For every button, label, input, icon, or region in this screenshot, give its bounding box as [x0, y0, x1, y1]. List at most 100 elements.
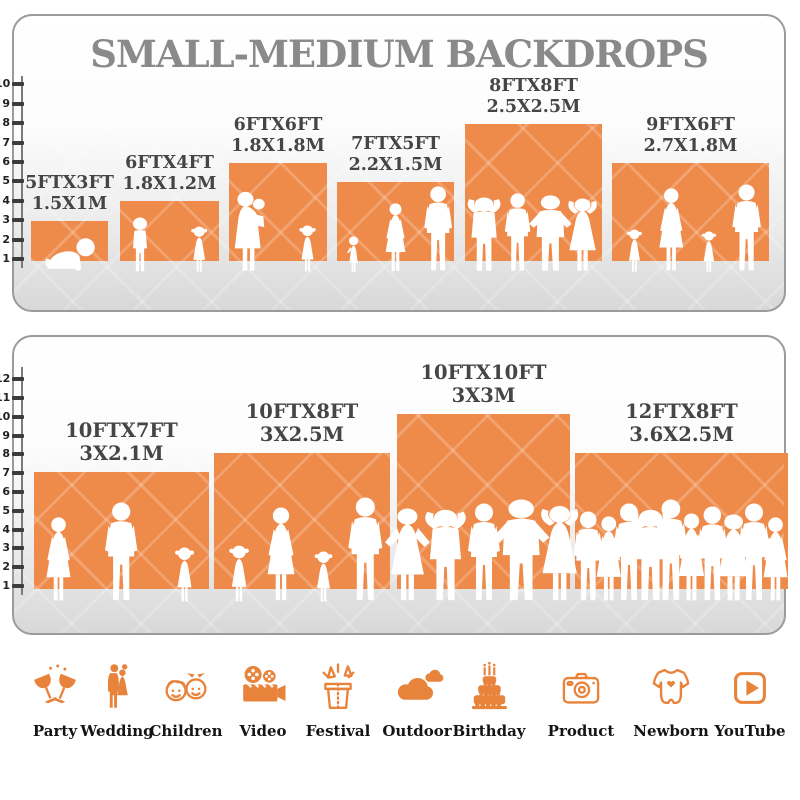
axis-tick-mark	[12, 527, 24, 532]
axis-tick-label: 1	[2, 579, 10, 592]
figure-silhouette-man	[419, 186, 457, 273]
size-feet-text: 8FTX8FT	[489, 76, 578, 96]
backdrop-size-label: 10FTX7FT 3X2.1M	[65, 419, 178, 465]
festival-gift-icon	[283, 660, 393, 716]
axis-tick-mark	[12, 452, 24, 457]
figure-silhouette-woman-arms-up	[529, 504, 590, 603]
size-meters-text: 1.5X1M	[31, 194, 108, 214]
axis-tick-label: 3	[2, 213, 10, 227]
size-meters-text: 1.8X1.2M	[122, 174, 217, 194]
figure-silhouette-girl	[295, 225, 320, 273]
figure-silhouette-woman	[754, 517, 797, 603]
figure-silhouette-woman	[37, 517, 80, 603]
figure-silhouette-woman-carrying-child	[224, 191, 273, 273]
axis-tick-mark	[12, 121, 24, 126]
y-axis-line	[21, 76, 23, 268]
backdrop-size-label: 8FTX8FT 2.5X2.5M	[487, 76, 581, 118]
figure-silhouette-woman-arms-up	[559, 197, 606, 273]
category-item-outdoor: Outdoor	[362, 660, 472, 740]
size-feet-text: 7FTX5FT	[351, 134, 440, 154]
figure-silhouette-girl	[170, 547, 199, 603]
axis-tick-mark	[12, 508, 24, 513]
category-label: Festival	[305, 722, 371, 740]
figure-silhouette-man-hands-on-hips	[527, 195, 574, 273]
axis-tick-label: 8	[2, 447, 10, 461]
backdrop-size-label: 12FTX8FT 3.6X2.5M	[625, 400, 738, 446]
axis-tick-mark	[12, 140, 24, 145]
category-item-party: Party	[0, 660, 110, 740]
size-feet-text: 9FTX6FT	[646, 115, 735, 135]
axis-tick-label: 5	[2, 174, 10, 188]
figure-silhouette-woman	[669, 513, 714, 603]
figure-silhouette-toddler	[344, 236, 363, 273]
size-meters-text: 3.6X2.5M	[629, 423, 734, 446]
size-feet-text: 10FTX10FT	[420, 361, 547, 384]
backdrop-size-label: 10FTX8FT 3X2.5M	[246, 400, 359, 446]
category-item-video: Video	[208, 660, 318, 740]
axis-tick-label: 4	[2, 193, 10, 207]
axis-tick-label: 10	[0, 77, 11, 91]
figure-silhouette-girl	[698, 231, 720, 273]
category-item-youtube: YouTube	[695, 660, 800, 740]
backdrop-size-label: 10FTX10FT 3X3M	[420, 361, 546, 407]
axis-tick-mark	[12, 257, 24, 261]
axis-tick-mark	[12, 490, 24, 494]
category-label: Newborn	[633, 722, 709, 740]
figure-silhouette-man	[462, 503, 506, 603]
category-label: Party	[32, 722, 78, 740]
size-meters-text: 1.8X1.8M	[231, 136, 325, 156]
size-meters-text: 3X2.1M	[79, 442, 164, 465]
category-item-product: Product	[526, 660, 636, 740]
category-label: Birthday	[452, 722, 526, 740]
axis-tick-mark	[12, 101, 24, 106]
size-meters-text: 3X2.5M	[259, 423, 345, 446]
product-camera-icon	[526, 660, 636, 716]
figure-silhouette-girl	[187, 226, 211, 273]
axis-tick-mark	[12, 433, 24, 438]
figure-silhouette-woman-hands-on-hips	[378, 508, 437, 603]
category-item-festival: Festival	[283, 660, 393, 740]
axis-tick-label: 1	[2, 252, 10, 265]
size-feet-text: 10FTX7FT	[65, 419, 178, 442]
category-item-birthday: Birthday	[434, 660, 544, 740]
backdrop-size-label: 7FTX5FT 2.2X1.5M	[349, 134, 443, 176]
figure-silhouette-man	[648, 499, 694, 603]
figure-silhouette-man-arms-up	[461, 196, 507, 273]
axis-tick-label: 4	[2, 522, 10, 536]
axis-tick-label: 2	[2, 232, 10, 246]
axis-tick-mark	[12, 82, 24, 87]
figure-silhouette-man	[99, 502, 143, 603]
backdrop-size-label: 6FTX6FT 1.8X1.8M	[231, 115, 325, 157]
figure-silhouette-man	[342, 497, 389, 603]
axis-tick-label: 2	[2, 560, 10, 574]
figure-silhouette-woman	[650, 188, 693, 273]
children-faces-icon	[131, 660, 241, 716]
backdrop-size-label: 9FTX6FT 2.7X1.8M	[644, 115, 738, 157]
figure-silhouette-girl	[623, 229, 646, 273]
figure-silhouette-man	[727, 184, 766, 273]
size-feet-text: 12FTX8FT	[625, 400, 738, 423]
axis-tick-label: 6	[2, 155, 10, 168]
axis-tick-mark	[12, 471, 24, 476]
category-item-wedding: Wedding	[62, 660, 172, 740]
axis-tick-label: 9	[2, 428, 10, 442]
axis-tick-mark	[12, 237, 24, 242]
axis-tick-label: 7	[2, 466, 10, 480]
category-item-children: Children	[131, 660, 241, 740]
figure-silhouette-crawling-baby	[42, 237, 98, 273]
figure-silhouette-woman	[378, 203, 413, 273]
category-label: Outdoor	[382, 722, 452, 740]
size-meters-text: 3X3M	[451, 384, 516, 407]
axis-tick-mark	[12, 396, 24, 400]
figure-silhouette-man	[500, 193, 535, 273]
figure-silhouette-boy	[126, 217, 154, 273]
youtube-play-icon	[695, 660, 800, 716]
backdrop-size-label: 5FTX3FT 1.5X1M	[25, 173, 114, 215]
axis-tick-label: 7	[2, 135, 10, 149]
axis-tick-mark	[12, 179, 24, 184]
axis-tick-label: 8	[2, 116, 10, 130]
newborn-onesie-icon	[616, 660, 726, 716]
figure-silhouette-man-hands-on-hips	[490, 499, 552, 603]
axis-tick-label: 12	[0, 372, 11, 386]
page-title: SMALL-MEDIUM BACKDROPS	[90, 32, 709, 76]
